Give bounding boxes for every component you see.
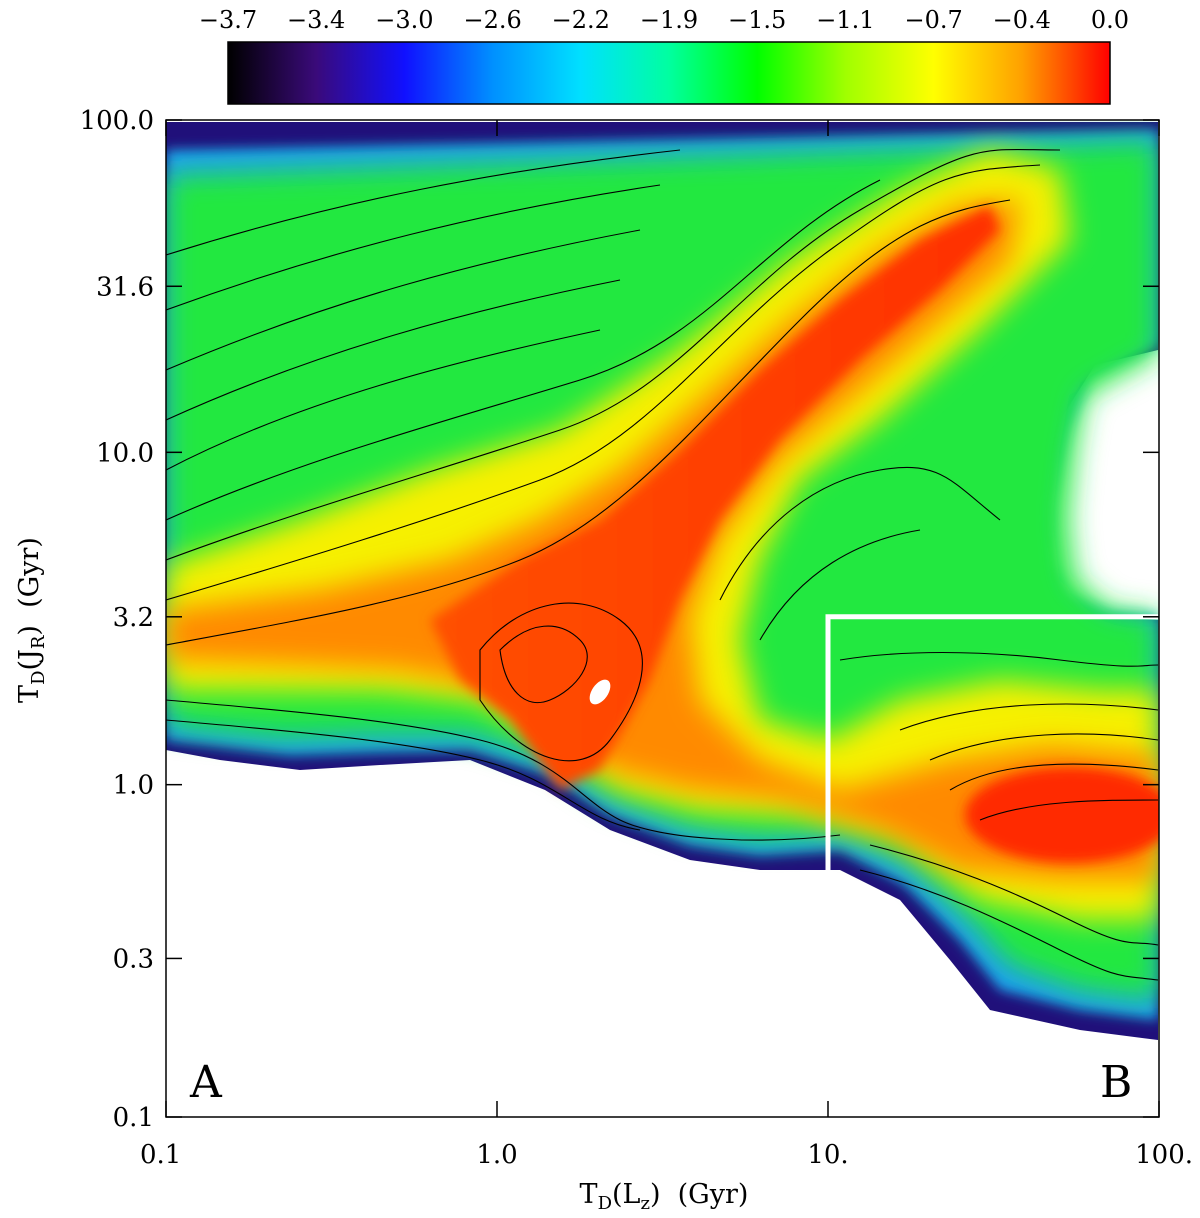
x-tick-label: 0.1	[140, 1140, 181, 1170]
colorbar-tick-label: −1.9	[640, 6, 698, 34]
y-axis-ticks: 0.1 0.3 1.0 3.2 10.0 31.6 100.0	[80, 106, 1159, 1133]
y-tick-label: 0.1	[113, 1103, 154, 1133]
colorbar-tick-label: −3.7	[199, 6, 257, 34]
colorbar-tick-label: 0.0	[1091, 6, 1129, 34]
colorbar-gradient	[227, 41, 1111, 105]
colorbar-tick-label: −1.1	[816, 6, 874, 34]
y-tick-label: 31.6	[96, 272, 154, 302]
heatmap	[166, 122, 1159, 1040]
x-axis-ticks: 0.1 1.0 10. 100.	[140, 120, 1193, 1170]
region-box	[825, 614, 1158, 885]
plot-frame	[165, 119, 1160, 1118]
x-tick-label: 1.0	[476, 1140, 517, 1170]
colorbar: −3.7 −3.4 −3.0 −2.6 −2.2 −1.9 −1.5 −1.1 −0.7 −0.4…	[199, 6, 1129, 105]
colorbar-tick-label: −1.5	[728, 6, 786, 34]
colorbar-tick-label: −2.2	[552, 6, 610, 34]
x-tick-label: 10.	[807, 1140, 848, 1170]
heatmap-peak	[589, 679, 611, 705]
heatmap-ridge-red	[430, 205, 1000, 790]
y-axis-title: TD(JR) (Gyr)	[14, 537, 49, 703]
colorbar-ticks: −3.7 −3.4 −3.0 −2.6 −2.2 −1.9 −1.5 −1.1 −0.7 −0.4…	[199, 6, 1129, 34]
colorbar-tick-label: −0.7	[904, 6, 962, 34]
x-tick-label: 100.	[1135, 1140, 1193, 1170]
y-tick-label: 10.0	[96, 438, 154, 468]
colorbar-tick-label: −2.6	[463, 6, 521, 34]
panel-label-b: B	[1100, 1057, 1132, 1108]
y-tick-label: 0.3	[113, 944, 154, 974]
axes: 0.1 1.0 10. 100. 0.1 0.3 1.0 3.2 10.0 31.6 100.0	[80, 106, 1193, 1170]
colorbar-tick-label: −3.0	[375, 6, 433, 34]
panel-label-a: A	[189, 1057, 223, 1108]
y-tick-label: 100.0	[80, 106, 154, 136]
colorbar-tick-label: −3.4	[287, 6, 345, 34]
x-axis-title: TD(Lz) (Gyr)	[580, 1179, 749, 1214]
y-tick-label: 1.0	[113, 771, 154, 801]
y-tick-label: 3.2	[113, 603, 154, 633]
heatmap-clump-b	[965, 767, 1159, 863]
contour-lines	[166, 148, 1159, 981]
colorbar-tick-label: −0.4	[993, 6, 1051, 34]
